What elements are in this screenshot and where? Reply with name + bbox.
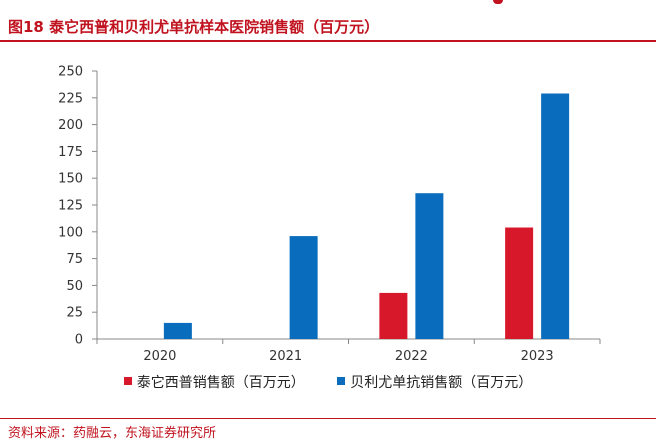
x-tick-label: 2020 xyxy=(143,349,176,364)
y-tick-label: 200 xyxy=(58,118,83,133)
legend-label-series-1: 泰它西普销售额（百万元） xyxy=(136,375,305,391)
legend-swatch-series-1 xyxy=(123,377,132,385)
y-tick-label: 225 xyxy=(58,91,83,106)
bar-series-2-2021 xyxy=(289,236,318,339)
x-axis: 2020 2021 2022 2023 xyxy=(96,338,601,364)
y-tick-label: 100 xyxy=(58,225,83,240)
y-tick-label: 125 xyxy=(58,199,83,214)
source-note: 资料来源：药融云，东海证券研究所 xyxy=(8,426,217,441)
legend: 泰它西普销售额（百万元） 贝利尤单抗销售额（百万元） xyxy=(0,372,656,392)
y-tick-label: 250 xyxy=(58,65,83,80)
legend-label-series-2: 贝利尤单抗销售额（百万元） xyxy=(350,375,533,391)
y-tick-label: 0 xyxy=(75,333,83,348)
bar-series-2-2023 xyxy=(541,93,570,340)
y-axis: 0 25 50 75 100 125 150 175 200 225 250 xyxy=(58,65,98,348)
x-tick-label: 2023 xyxy=(521,349,554,364)
bar-series-1-2022 xyxy=(379,292,408,339)
legend-item-series-2: 贝利尤单抗销售额（百万元） xyxy=(337,372,532,392)
chart-title: 图18 泰它西普和贝利尤单抗样本医院销售额（百万元） xyxy=(8,18,380,36)
y-tick-label: 75 xyxy=(66,252,83,267)
legend-swatch-series-2 xyxy=(337,377,346,385)
y-tick-label: 50 xyxy=(66,279,83,294)
y-tick-label: 150 xyxy=(58,172,83,187)
footer-divider xyxy=(0,418,656,419)
x-tick-label: 2022 xyxy=(395,349,428,364)
bar-series-2-2020 xyxy=(163,322,192,339)
bar-series-2-2022 xyxy=(415,193,444,339)
y-tick-label: 175 xyxy=(58,145,83,160)
y-tick-label: 25 xyxy=(66,306,83,321)
bar-series-1-2023 xyxy=(505,227,534,339)
title-divider xyxy=(0,40,656,42)
bars xyxy=(163,93,570,340)
header-accent-mark xyxy=(493,0,503,4)
legend-item-series-1: 泰它西普销售额（百万元） xyxy=(123,372,305,392)
x-tick-label: 2021 xyxy=(269,349,302,364)
